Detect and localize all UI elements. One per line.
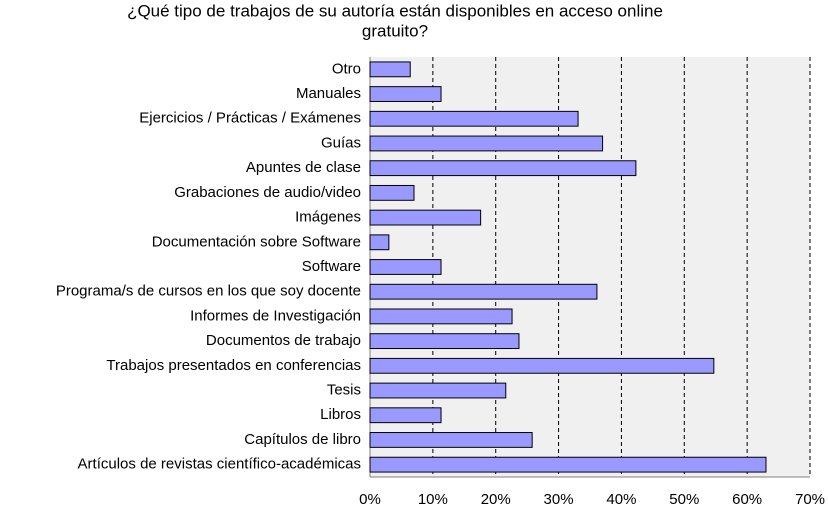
y-tick-label: Guías bbox=[321, 134, 361, 151]
bar bbox=[369, 86, 442, 102]
y-tick-label: Tesis bbox=[327, 381, 361, 398]
bar bbox=[369, 283, 598, 300]
bar bbox=[369, 234, 390, 251]
chart-title: ¿Qué tipo de trabajos de su autoría está… bbox=[127, 1, 663, 20]
x-tick-label: 40% bbox=[606, 491, 636, 508]
y-tick-label: Capítulos de libro bbox=[244, 431, 361, 448]
bar bbox=[369, 110, 579, 127]
x-tick-label: 60% bbox=[732, 491, 762, 508]
x-tick-label: 0% bbox=[359, 491, 381, 508]
y-tick-label: Documentos de trabajo bbox=[206, 332, 361, 349]
bar bbox=[369, 209, 482, 226]
y-tick-label: Programa/s de cursos en los que soy doce… bbox=[56, 283, 361, 300]
x-tick-label: 30% bbox=[544, 491, 574, 508]
x-tick-label: 20% bbox=[481, 491, 511, 508]
x-tick-label: 10% bbox=[418, 491, 448, 508]
y-tick-label: Libros bbox=[320, 406, 361, 423]
y-tick-label: Imágenes bbox=[295, 209, 361, 226]
bar bbox=[369, 382, 507, 399]
y-tick-label: Grabaciones de audio/video bbox=[174, 184, 361, 201]
x-tick-label: 50% bbox=[669, 491, 699, 508]
y-tick-label: Documentación sobre Software bbox=[152, 233, 361, 250]
bar bbox=[369, 407, 442, 424]
y-tick-label: Manuales bbox=[296, 85, 361, 102]
chart-title: gratuito? bbox=[362, 21, 428, 40]
bar bbox=[369, 357, 715, 374]
bar bbox=[369, 135, 604, 152]
bar bbox=[369, 259, 442, 275]
bar bbox=[369, 333, 520, 350]
bar bbox=[369, 184, 415, 201]
y-tick-label: Ejercicios / Prácticas / Exámenes bbox=[139, 110, 361, 127]
bar bbox=[369, 432, 533, 448]
bar bbox=[369, 61, 411, 78]
y-tick-label: Otro bbox=[332, 60, 361, 77]
bar bbox=[369, 456, 767, 473]
y-tick-label: Artículos de revistas científico-académi… bbox=[78, 456, 361, 473]
x-tick-label: 70% bbox=[795, 491, 825, 508]
plot-area bbox=[370, 57, 810, 477]
y-tick-label: Apuntes de clase bbox=[246, 159, 361, 176]
y-tick-label: Trabajos presentados en conferencias bbox=[106, 357, 361, 374]
y-tick-label: Software bbox=[302, 258, 361, 275]
bar bbox=[369, 160, 637, 177]
bar bbox=[369, 308, 513, 325]
y-tick-label: Informes de Investigación bbox=[190, 307, 361, 324]
